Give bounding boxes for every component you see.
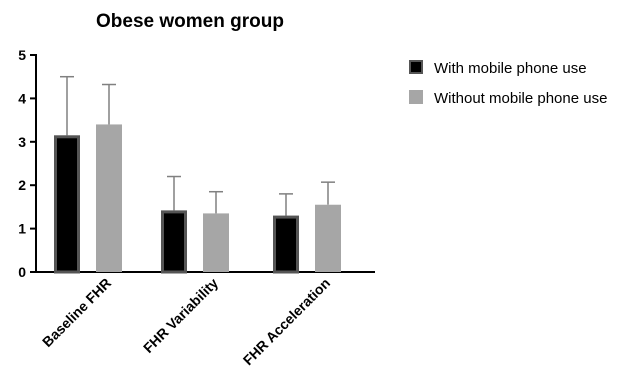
legend-swatch [409, 90, 423, 104]
bar [315, 204, 341, 272]
bar [203, 213, 229, 272]
y-tick-label: 1 [18, 221, 26, 237]
plot-area: 0 1 2 3 4 5 Baseline FHR FHR Variability FHR Acc… [18, 47, 375, 368]
bar [273, 215, 299, 274]
legend: With mobile phone use Without mobile phon… [409, 60, 607, 107]
x-category-label: Baseline FHR [39, 275, 114, 350]
x-category-label: FHR Acceleration [240, 275, 333, 368]
y-tick-label: 2 [18, 177, 26, 193]
x-category-label: FHR Variability [140, 275, 221, 356]
y-tick-label: 5 [18, 47, 26, 63]
legend-swatch [409, 60, 423, 74]
chart-title: Obese women group [96, 11, 284, 32]
bar [96, 124, 122, 272]
y-tick-label: 4 [18, 90, 26, 106]
bar [161, 210, 187, 274]
bar [54, 135, 80, 274]
y-tick-label: 0 [18, 264, 26, 280]
y-tick-label: 3 [18, 134, 26, 150]
legend-label: Without mobile phone use [434, 90, 607, 107]
legend-label: With mobile phone use [434, 60, 587, 77]
